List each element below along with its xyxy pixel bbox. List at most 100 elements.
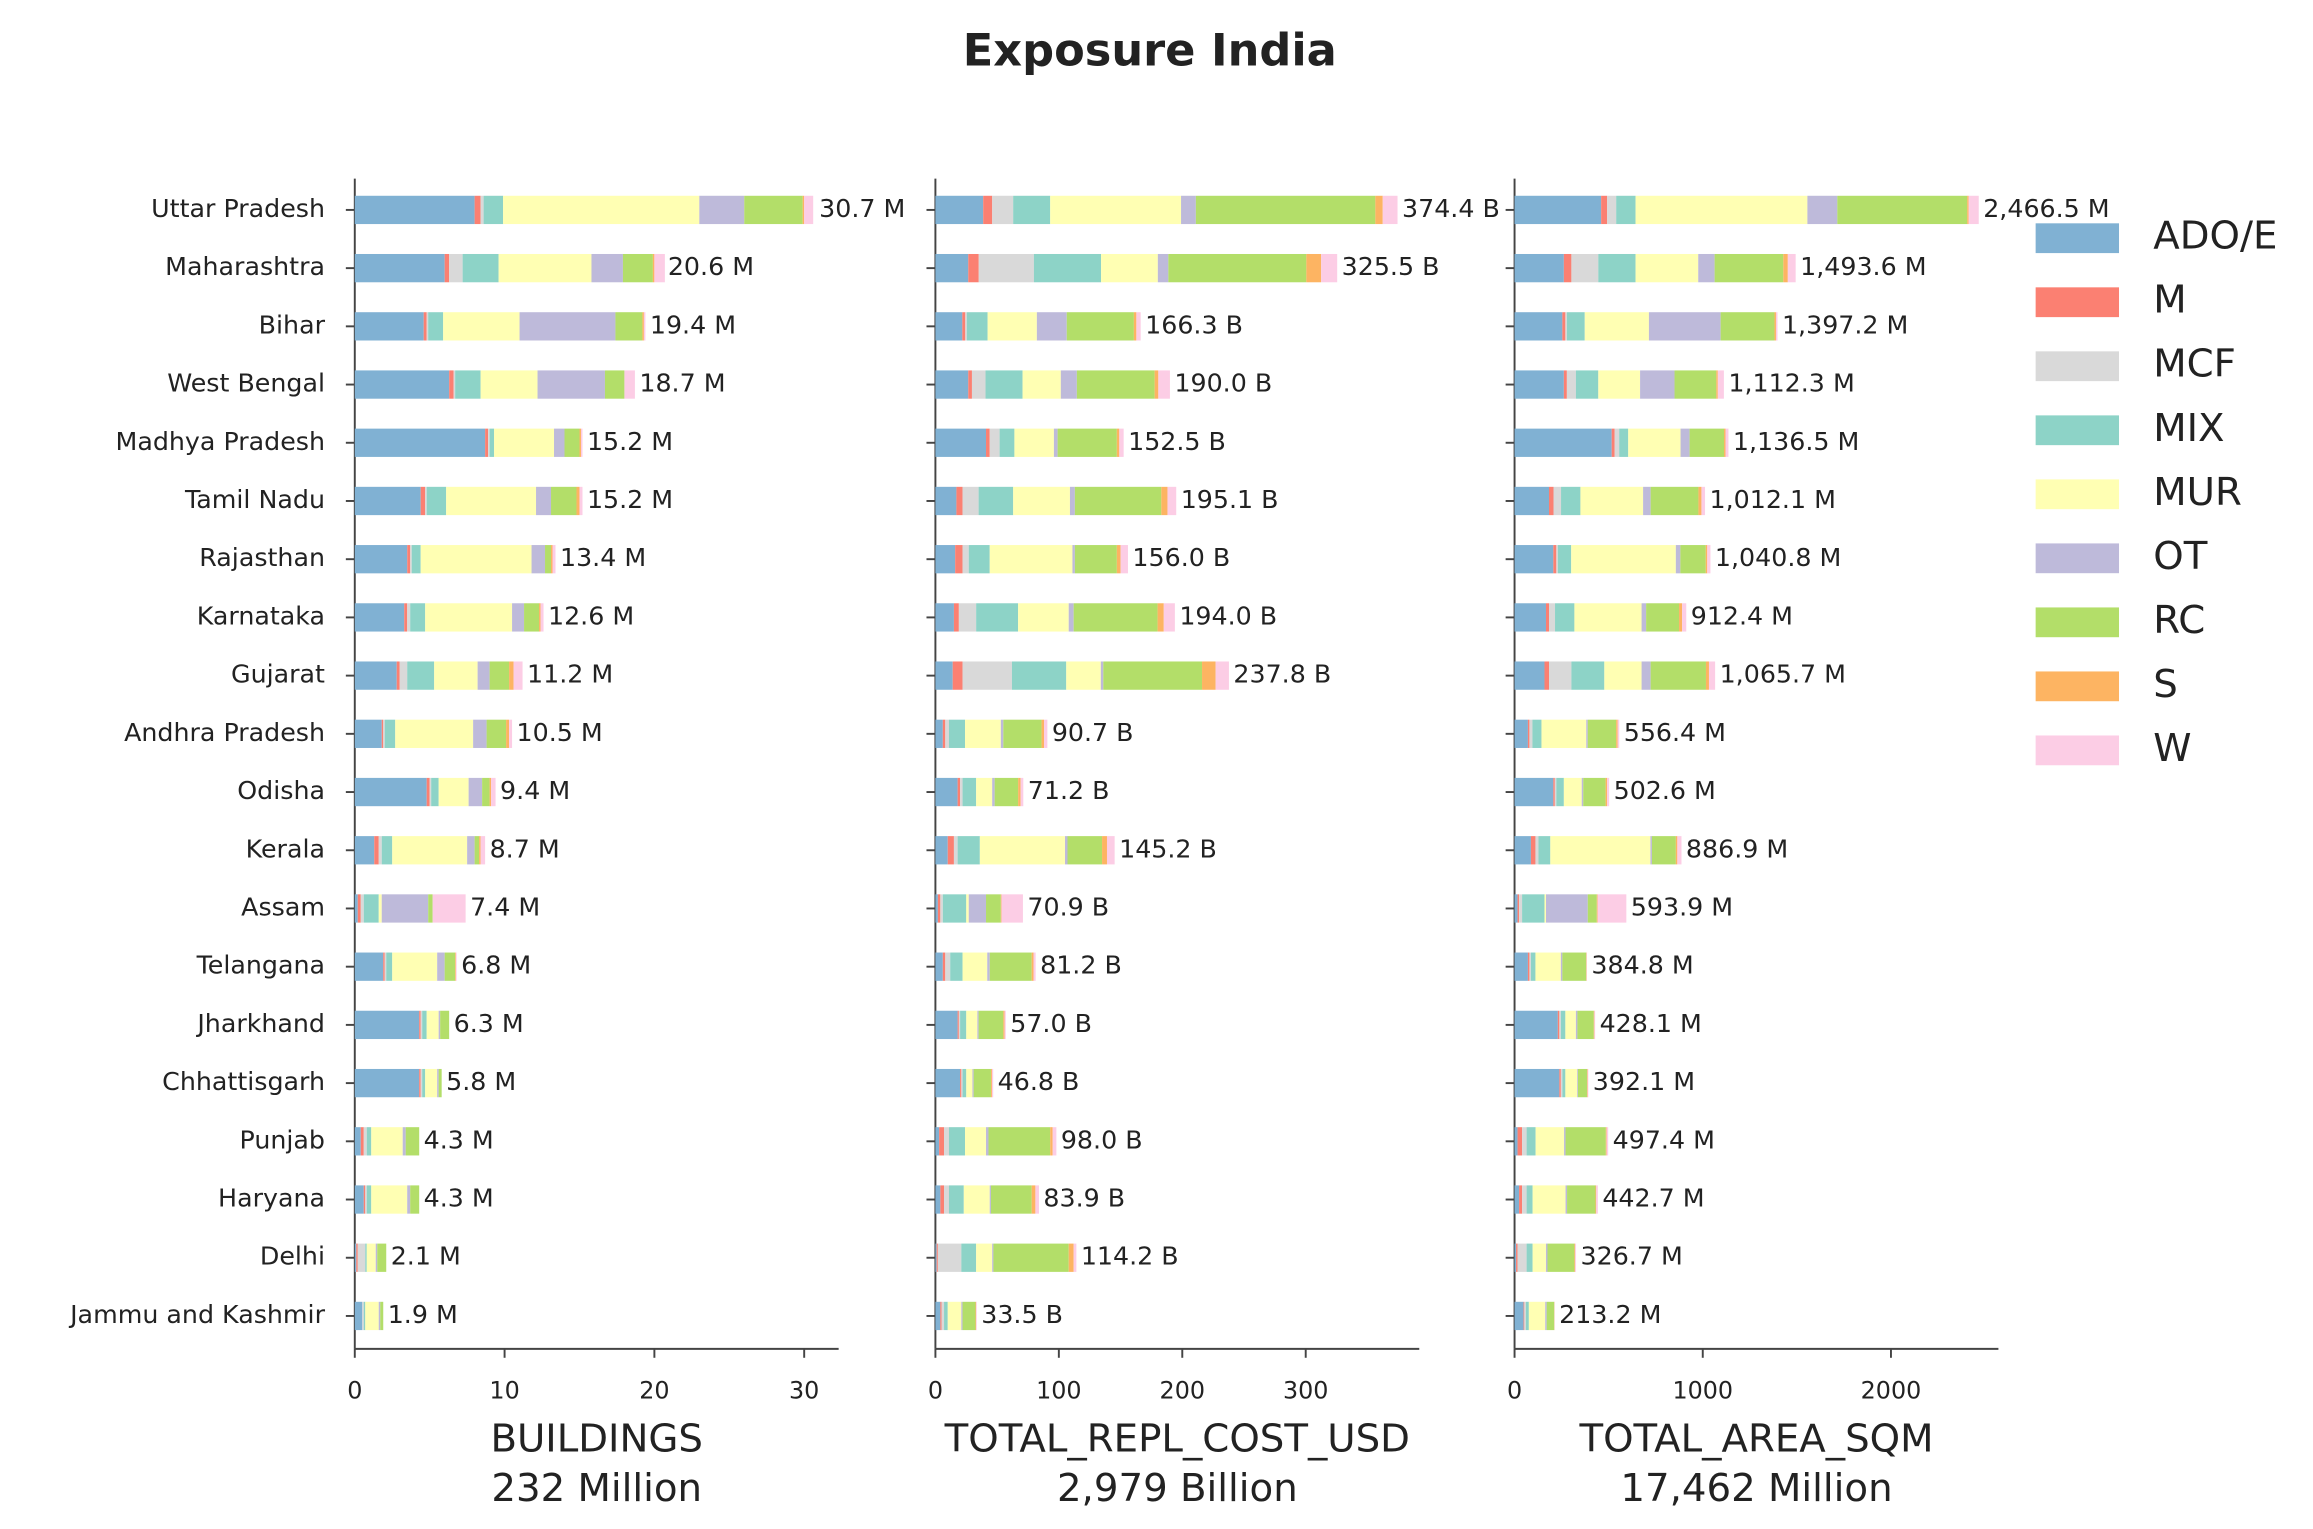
bar-segment bbox=[1018, 603, 1069, 632]
bar-segment bbox=[1635, 253, 1699, 283]
bar-segment bbox=[1689, 428, 1725, 457]
bar-segment bbox=[960, 777, 963, 807]
bar-segment bbox=[1553, 486, 1562, 516]
bar-segment bbox=[1514, 1010, 1558, 1040]
bar-segment bbox=[360, 894, 364, 923]
bar-segment bbox=[1587, 719, 1617, 748]
bar-segment bbox=[1514, 1068, 1560, 1098]
bar-segment bbox=[643, 312, 646, 341]
value-label: 1,012.1 M bbox=[1710, 485, 1836, 514]
bar-segment bbox=[988, 1127, 1051, 1156]
value-label: 166.3 B bbox=[1145, 310, 1243, 339]
bar-segment bbox=[1516, 1243, 1518, 1272]
bar-segment bbox=[580, 428, 583, 457]
bar-segment bbox=[978, 253, 1034, 283]
bar-segment bbox=[360, 1127, 364, 1156]
bar-segment bbox=[1018, 777, 1021, 807]
bar-segment bbox=[972, 1068, 974, 1098]
y-tick-label: Bihar bbox=[259, 310, 326, 339]
bar-segment bbox=[1575, 370, 1599, 399]
bar-segment bbox=[482, 777, 490, 807]
bar-segment bbox=[1560, 1010, 1566, 1040]
bar-segment bbox=[392, 952, 438, 981]
bar-segment bbox=[395, 719, 474, 748]
bar-segment bbox=[356, 1243, 358, 1272]
bar-segment bbox=[354, 370, 450, 399]
bar-segment bbox=[1033, 952, 1036, 981]
bar-segment bbox=[444, 253, 450, 283]
bar-segment bbox=[354, 1301, 363, 1331]
bar-segment bbox=[420, 486, 426, 516]
bar-segment bbox=[961, 1243, 977, 1272]
bar-segment bbox=[935, 1127, 940, 1156]
bar-segment bbox=[978, 1010, 1004, 1040]
bar-segment bbox=[1119, 428, 1124, 457]
bar-segment bbox=[371, 1127, 403, 1156]
bar-segment bbox=[1563, 777, 1582, 807]
bar-segment bbox=[1640, 370, 1675, 399]
bar-segment bbox=[453, 370, 456, 399]
bar-segment bbox=[363, 894, 379, 923]
bar-segment bbox=[485, 428, 489, 457]
bar-segment bbox=[524, 603, 540, 632]
bar-segment bbox=[354, 253, 445, 283]
bar-segment bbox=[354, 1185, 364, 1214]
bar-segment bbox=[604, 370, 625, 399]
bar-segment bbox=[1514, 370, 1564, 399]
bar-segment bbox=[935, 836, 948, 865]
bar-segment bbox=[383, 952, 385, 981]
bar-segment bbox=[1607, 195, 1617, 225]
x-tick-label: 0 bbox=[1507, 1377, 1522, 1405]
bar-segment bbox=[405, 1127, 420, 1156]
bar-segment bbox=[438, 1068, 442, 1098]
bar-segment bbox=[1601, 195, 1608, 225]
bar-segment bbox=[1069, 486, 1075, 516]
bar-segment bbox=[426, 312, 429, 341]
bar-segment bbox=[579, 486, 583, 516]
bar-segment bbox=[1116, 428, 1120, 457]
bar-segment bbox=[1133, 312, 1137, 341]
value-label: 442.7 M bbox=[1602, 1184, 1704, 1213]
bar-segment bbox=[1529, 952, 1531, 981]
bar-segment bbox=[944, 1301, 948, 1331]
bar-segment bbox=[992, 195, 1014, 225]
y-tick-label: Rajasthan bbox=[199, 543, 325, 572]
bar-segment bbox=[935, 312, 963, 341]
bar-segment bbox=[942, 719, 946, 748]
y-tick-label: Telangana bbox=[196, 951, 325, 980]
bar-segment bbox=[804, 195, 814, 225]
value-label: 7.4 M bbox=[470, 892, 540, 921]
bar-segment bbox=[1650, 661, 1706, 690]
bar-segment bbox=[1705, 545, 1708, 574]
bar-segment bbox=[1598, 253, 1636, 283]
bar-segment bbox=[428, 894, 433, 923]
bar-segment bbox=[479, 836, 481, 865]
bar-segment bbox=[1195, 195, 1376, 225]
bar-segment bbox=[1532, 1243, 1546, 1272]
y-tick-label: Gujarat bbox=[231, 660, 325, 689]
bar-segment bbox=[1584, 312, 1649, 341]
bar-segment bbox=[1679, 603, 1683, 632]
bar-segment bbox=[971, 370, 986, 399]
bar-segment bbox=[551, 486, 577, 516]
value-label: 213.2 M bbox=[1559, 1300, 1661, 1329]
bar-segment bbox=[1559, 1068, 1561, 1098]
value-label: 10.5 M bbox=[517, 718, 603, 747]
bar-segment bbox=[354, 545, 408, 574]
value-label: 30.7 M bbox=[819, 194, 905, 223]
bar-segment bbox=[486, 719, 507, 748]
bar-segment bbox=[1306, 253, 1322, 283]
bar-segment bbox=[987, 312, 1037, 341]
bar-segment bbox=[966, 1068, 973, 1098]
bar-segment bbox=[976, 603, 1019, 632]
bar-segment bbox=[1564, 1127, 1566, 1156]
y-tick-label: Delhi bbox=[260, 1242, 325, 1271]
bar-segment bbox=[1553, 545, 1557, 574]
bar-segment bbox=[1967, 195, 1969, 225]
bar-segment bbox=[426, 777, 430, 807]
legend-swatch bbox=[2035, 287, 2120, 318]
bar-segment bbox=[1563, 253, 1572, 283]
legend-swatch bbox=[2035, 607, 2120, 638]
legend-label: OT bbox=[2153, 534, 2207, 579]
bar-segment bbox=[519, 312, 616, 341]
